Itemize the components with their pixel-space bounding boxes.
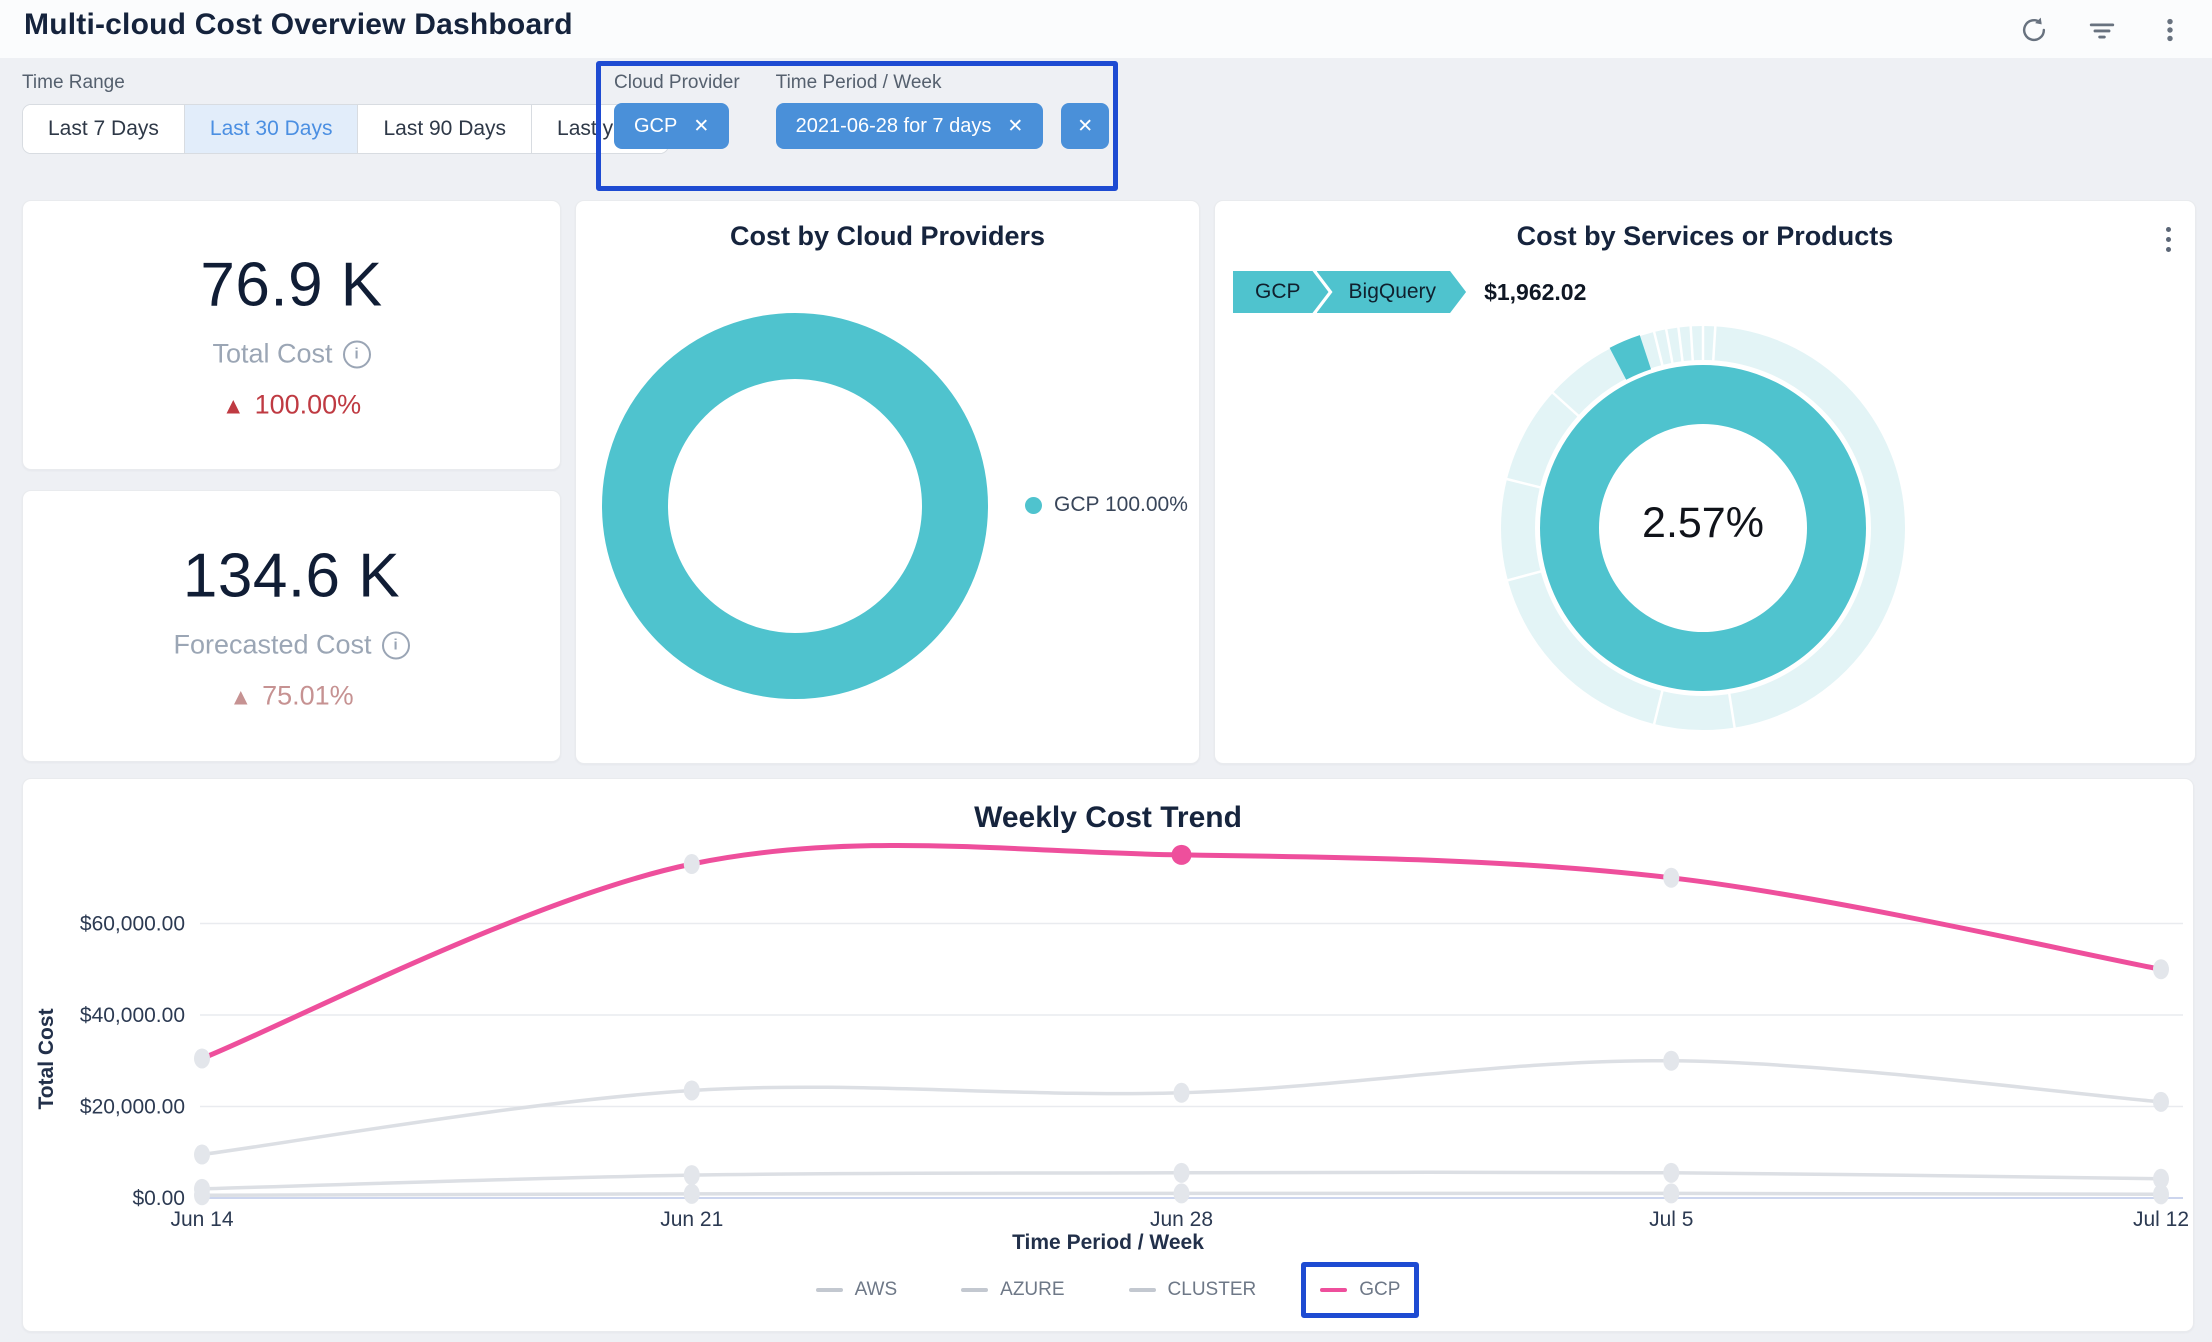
breadcrumb-cost-value: $1,962.02 bbox=[1484, 278, 1587, 305]
card-more-menu-icon[interactable] bbox=[2162, 223, 2175, 256]
time-period-filter-value: 2021-06-28 for 7 days bbox=[795, 114, 992, 137]
time-range-last-30-days-button[interactable]: Last 30 Days bbox=[184, 105, 359, 153]
forecasted-cost-label: Forecasted Cost bbox=[173, 629, 372, 660]
legend-item-gcp[interactable]: GCP bbox=[1301, 1262, 1420, 1318]
svg-text:$0.00: $0.00 bbox=[132, 1187, 185, 1210]
legend-item-azure[interactable]: AZURE bbox=[942, 1262, 1083, 1318]
svg-text:Total Cost: Total Cost bbox=[35, 1008, 58, 1109]
services-breadcrumb: GCP BigQuery $1,962.02 bbox=[1233, 271, 1586, 313]
active-filters: Cloud Provider GCP ✕ Time Period / Week … bbox=[614, 72, 1110, 149]
svg-text:Jun 21: Jun 21 bbox=[660, 1208, 723, 1231]
cloud-provider-filter-value: GCP bbox=[634, 114, 678, 137]
forecasted-cost-kpi-card: 134.6 K Forecasted Cost 75.01% bbox=[22, 490, 561, 762]
svg-text:$20,000.00: $20,000.00 bbox=[80, 1096, 185, 1119]
time-period-filter-chip[interactable]: 2021-06-28 for 7 days ✕ bbox=[775, 103, 1044, 149]
cloud-providers-donut-chart[interactable] bbox=[576, 201, 1199, 763]
weekly-cost-trend-chart[interactable]: $0.00 $20,000.00 $40,000.00 $60,000.00 Total… bbox=[23, 779, 2193, 1331]
remove-cloud-provider-filter-icon[interactable]: ✕ bbox=[693, 115, 710, 137]
cloud-provider-filter-chip[interactable]: GCP ✕ bbox=[614, 103, 730, 149]
top-bar-actions bbox=[2018, 14, 2186, 46]
remove-time-period-filter-icon[interactable]: ✕ bbox=[1007, 115, 1024, 137]
cost-by-services-title: Cost by Services or Products bbox=[1516, 221, 1894, 251]
legend-label: GCP bbox=[1359, 1279, 1401, 1300]
time-range-label: Time Range bbox=[22, 72, 125, 93]
breadcrumb-gcp-chip[interactable]: GCP bbox=[1233, 271, 1329, 313]
clear-filters-icon: ✕ bbox=[1077, 115, 1094, 137]
x-axis-title: Time Period / Week bbox=[1012, 1231, 1204, 1254]
cost-by-cloud-providers-card: Cost by Cloud Providers GCP 100.00% bbox=[575, 200, 1200, 764]
legend-label: AZURE bbox=[1000, 1279, 1065, 1300]
svg-text:Jun 28: Jun 28 bbox=[1150, 1208, 1213, 1231]
page-title: Multi-cloud Cost Overview Dashboard bbox=[24, 8, 573, 41]
filter-icon[interactable] bbox=[2086, 14, 2118, 46]
total-cost-value: 76.9 K bbox=[200, 250, 383, 320]
svg-text:$60,000.00: $60,000.00 bbox=[80, 913, 185, 936]
services-sunburst-chart[interactable] bbox=[1215, 201, 2195, 763]
legend-line-swatch bbox=[961, 1288, 989, 1292]
time-range-segmented-control: Last 7 Days Last 30 Days Last 90 Days La… bbox=[22, 104, 670, 154]
cloud-provider-filter-group: Cloud Provider GCP ✕ bbox=[614, 72, 740, 149]
legend-item-aws[interactable]: AWS bbox=[797, 1262, 917, 1318]
svg-text:Jul 12: Jul 12 bbox=[2133, 1208, 2189, 1231]
legend-line-swatch bbox=[1128, 1288, 1156, 1292]
forecasted-cost-delta: 75.01% bbox=[262, 680, 354, 711]
svg-text:$40,000.00: $40,000.00 bbox=[80, 1004, 185, 1027]
cloud-provider-filter-label: Cloud Provider bbox=[614, 72, 740, 93]
weekly-cost-trend-card: Weekly Cost Trend $0.00 $20,000.00 $40,000… bbox=[22, 778, 2194, 1332]
svg-text:Jun 14: Jun 14 bbox=[170, 1208, 233, 1231]
top-bar: Multi-cloud Cost Overview Dashboard bbox=[0, 0, 2212, 58]
gcp-legend-label: GCP 100.00% bbox=[1054, 493, 1188, 516]
svg-text:Jul 5: Jul 5 bbox=[1649, 1208, 1693, 1231]
legend-item-gcp[interactable]: GCP 100.00% bbox=[1025, 493, 1188, 517]
cost-by-services-card: Cost by Services or Products GCP BigQuer… bbox=[1214, 200, 2196, 764]
info-icon[interactable] bbox=[342, 340, 371, 368]
total-cost-kpi-card: 76.9 K Total Cost 100.00% bbox=[22, 200, 561, 470]
time-range-last-7-days-button[interactable]: Last 7 Days bbox=[23, 105, 185, 153]
clear-filters-button[interactable]: ✕ bbox=[1061, 103, 1110, 149]
trend-up-icon bbox=[229, 681, 262, 711]
trend-up-icon bbox=[222, 390, 255, 420]
total-cost-label: Total Cost bbox=[212, 338, 333, 369]
legend-label: CLUSTER bbox=[1167, 1279, 1257, 1300]
refresh-icon[interactable] bbox=[2018, 14, 2050, 46]
forecasted-cost-value: 134.6 K bbox=[182, 541, 401, 611]
legend-line-swatch bbox=[815, 1288, 843, 1292]
info-icon[interactable] bbox=[381, 631, 410, 659]
gcp-legend-dot bbox=[1025, 496, 1042, 514]
legend-label: AWS bbox=[854, 1279, 898, 1300]
time-range-last-90-days-button[interactable]: Last 90 Days bbox=[358, 105, 533, 153]
sunburst-center-label: 2.57% bbox=[1642, 499, 1764, 547]
cost-by-cloud-providers-title: Cost by Cloud Providers bbox=[729, 221, 1046, 251]
total-cost-delta: 100.00% bbox=[254, 389, 362, 420]
legend-item-cluster[interactable]: CLUSTER bbox=[1110, 1262, 1276, 1318]
time-range-filter: Time Range Last 7 Days Last 30 Days Last… bbox=[22, 72, 670, 154]
weekly-cost-trend-title: Weekly Cost Trend bbox=[974, 801, 1242, 834]
time-period-filter-label: Time Period / Week bbox=[775, 72, 942, 93]
breadcrumb-bigquery-chip[interactable]: BigQuery bbox=[1317, 271, 1467, 313]
time-period-filter-group: Time Period / Week 2021-06-28 for 7 days… bbox=[775, 72, 1110, 149]
more-menu-icon[interactable] bbox=[2154, 14, 2186, 46]
legend-line-swatch bbox=[1320, 1288, 1348, 1292]
trend-chart-legend: AWS AZURE CLUSTER GCP bbox=[23, 1262, 2193, 1318]
